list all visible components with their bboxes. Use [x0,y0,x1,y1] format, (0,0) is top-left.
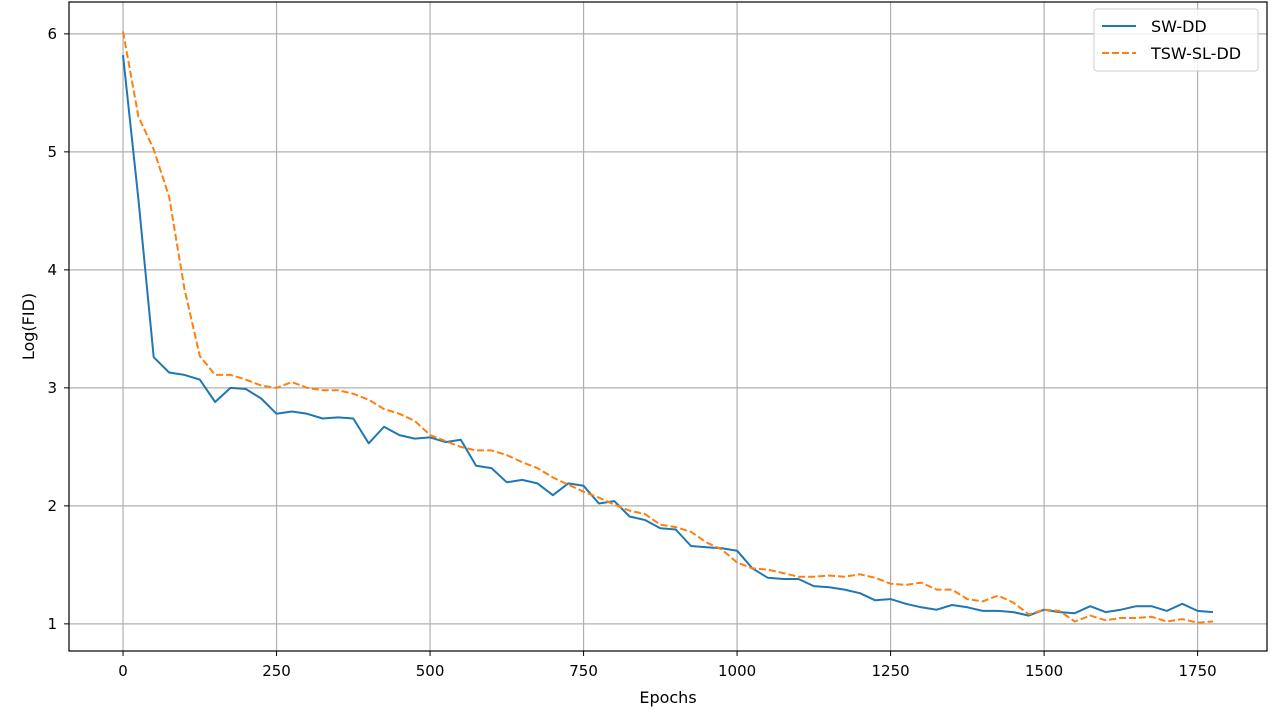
legend-label: TSW-SL-DD [1150,44,1241,63]
x-tick-label: 0 [118,662,128,680]
x-tick-label: 750 [569,662,598,680]
y-axis-label: Log(FID) [19,293,38,360]
x-tick-label: 250 [262,662,291,680]
y-tick-label: 4 [47,261,57,279]
y-tick-label: 2 [47,497,57,515]
grid [69,2,1267,651]
y-tick-label: 5 [47,143,57,161]
legend-label: SW-DD [1151,17,1207,36]
axis-ticks: 0 250 500 750 1000 1250 1500 1750 1 2 3 4 5 6 [47,25,1216,680]
plot-area-frame [68,1,1268,652]
legend-box [1093,8,1259,72]
y-tick-label: 1 [47,615,57,633]
y-tick-label: 3 [47,379,57,397]
series-line-sw-dd [122,54,1214,617]
x-tick-label: 1500 [1025,662,1063,680]
legend: SW-DD TSW-SL-DD [1093,8,1259,72]
series-lines [122,31,1214,624]
x-axis-label: Epochs [639,688,696,707]
y-tick-label: 6 [47,25,57,43]
x-tick-label: 1000 [718,662,756,680]
x-tick-label: 1250 [871,662,909,680]
series-line-tsw-sl-dd [122,31,1214,624]
x-tick-label: 1750 [1179,662,1217,680]
x-tick-label: 500 [416,662,445,680]
